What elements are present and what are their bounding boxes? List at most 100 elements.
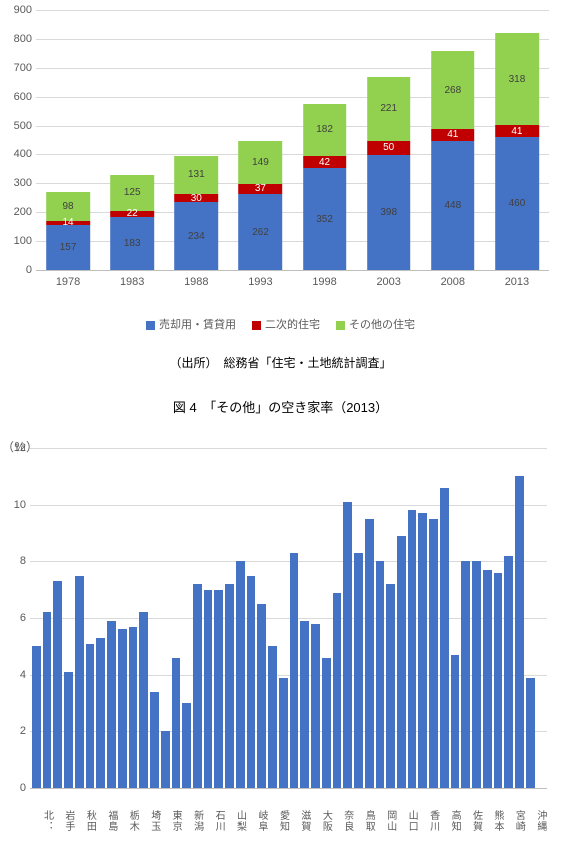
chart2-xtick: 佐賀: [461, 792, 480, 850]
chart1-ytick: 400: [4, 148, 32, 160]
chart2-bar: [290, 553, 299, 788]
chart2-bar: [257, 604, 266, 788]
chart2-bar: [225, 584, 234, 788]
chart2-xtick: 秋田: [75, 792, 94, 850]
chart1-segment: 448: [431, 141, 475, 270]
chart1-segment: 157: [46, 225, 90, 270]
chart1-segment: 262: [239, 194, 283, 270]
chart2-xtick: 滋賀: [289, 792, 308, 850]
chart1-bar: 46041318: [495, 33, 539, 270]
chart2-bar: [472, 561, 481, 788]
chart1-bar: 26237149: [239, 141, 283, 270]
chart2-bar: [354, 553, 363, 788]
chart2-bar: [107, 621, 116, 788]
chart2-bar: [526, 678, 535, 789]
chart1-ytick: 100: [4, 235, 32, 247]
chart2-bar: [343, 502, 352, 788]
chart2-bar: [161, 731, 170, 788]
chart1-bar: 44841268: [431, 51, 475, 270]
chart1-segment: 234: [175, 202, 219, 270]
chart1-legend: 売却用・賃貸用 二次的住宅 その他の住宅: [0, 316, 561, 332]
chart2-bar: [182, 703, 191, 788]
chart2-bar: [96, 638, 105, 788]
chart1-bar: 39850221: [367, 77, 411, 270]
chart2-bar: [300, 621, 309, 788]
chart2-xtick: 宮崎: [504, 792, 523, 850]
chart2-xtick: 鳥取: [354, 792, 373, 850]
prefecture-vacancy-rate-bar-chart: （％） 024681012北：岩手秋田福島栃木埼玉東京新潟石川山梨岐阜愛知滋賀大…: [0, 442, 561, 842]
chart2-bar: [440, 488, 449, 788]
chart2-bar: [494, 573, 503, 788]
chart1-segment: 131: [175, 156, 219, 194]
chart2-bar: [204, 590, 213, 788]
chart1-legend-item: その他の住宅: [336, 319, 415, 331]
chart1-segment: 352: [303, 168, 347, 270]
chart1-bar: 23430131: [175, 156, 219, 270]
chart1-segment: 30: [175, 194, 219, 203]
chart2-bar: [75, 576, 84, 789]
chart2-bar: [483, 570, 492, 788]
chart1-bar: 35242182: [303, 104, 347, 270]
chart1-segment: 41: [495, 125, 539, 137]
chart1-segment: 318: [495, 33, 539, 125]
chart2-xtick: 福島: [96, 792, 115, 850]
chart2-bar: [504, 556, 513, 788]
chart2-xtick: 山口: [397, 792, 416, 850]
chart1-segment: 41: [431, 129, 475, 141]
chart2-ytick: 4: [8, 669, 26, 681]
chart2-ytick: 6: [8, 612, 26, 624]
chart1-bar: 1571498: [46, 192, 90, 270]
chart2-bar: [118, 629, 127, 788]
chart1-legend-item: 二次的住宅: [252, 319, 320, 331]
chart2-bar: [322, 658, 331, 788]
chart1-bar: 18322125: [110, 175, 154, 270]
chart2-bar: [311, 624, 320, 788]
chart1-segment: 50: [367, 141, 411, 155]
chart2-bar: [247, 576, 256, 789]
chart2-ytick: 12: [8, 442, 26, 454]
chart2-bar: [214, 590, 223, 788]
chart1-segment: 398: [367, 155, 411, 270]
chart1-xtick: 2008: [421, 276, 485, 288]
chart1-xtick: 1988: [164, 276, 228, 288]
chart1-segment: 268: [431, 51, 475, 128]
chart2-bar: [129, 627, 138, 789]
chart1-segment: 183: [110, 217, 154, 270]
chart1-xtick: 1993: [228, 276, 292, 288]
chart2-ytick: 2: [8, 725, 26, 737]
chart2-bar: [86, 644, 95, 789]
chart2-xtick: 岩手: [53, 792, 72, 850]
chart1-plot-area: 0100200300400500600700800900157149819781…: [36, 10, 549, 270]
chart1-segment: 125: [110, 175, 154, 211]
chart1-xtick: 1983: [100, 276, 164, 288]
chart1-legend-item: 売却用・賃貸用: [146, 319, 236, 331]
chart2-ytick: 0: [8, 782, 26, 794]
chart2-bar: [333, 593, 342, 789]
chart2-bar: [429, 519, 438, 788]
chart2-xtick: 香川: [418, 792, 437, 850]
chart1-segment: 42: [303, 156, 347, 168]
chart2-xtick: 愛知: [268, 792, 287, 850]
chart2-xtick: 新潟: [182, 792, 201, 850]
chart2-xtick: 岡山: [375, 792, 394, 850]
chart2-bar: [193, 584, 202, 788]
chart2-bar: [32, 646, 41, 788]
chart1-segment: 460: [495, 137, 539, 270]
chart2-bar: [461, 561, 470, 788]
chart2-xtick: 栃木: [118, 792, 137, 850]
chart1-segment: 37: [239, 184, 283, 195]
chart1-ytick: 200: [4, 206, 32, 218]
chart1-ytick: 600: [4, 91, 32, 103]
chart2-bar: [139, 612, 148, 788]
chart2-xtick: 北：: [32, 792, 51, 850]
chart2-bar: [451, 655, 460, 788]
chart1-ytick: 700: [4, 62, 32, 74]
chart2-bar: [53, 581, 62, 788]
chart2-xtick: 埼玉: [139, 792, 158, 850]
chart2-bar: [150, 692, 159, 788]
chart2-bar: [43, 612, 52, 788]
chart2-ytick: 8: [8, 555, 26, 567]
chart1-ytick: 0: [4, 264, 32, 276]
chart2-plot-area: 024681012北：岩手秋田福島栃木埼玉東京新潟石川山梨岐阜愛知滋賀大阪奈良鳥…: [30, 448, 547, 788]
chart1-xtick: 2003: [357, 276, 421, 288]
